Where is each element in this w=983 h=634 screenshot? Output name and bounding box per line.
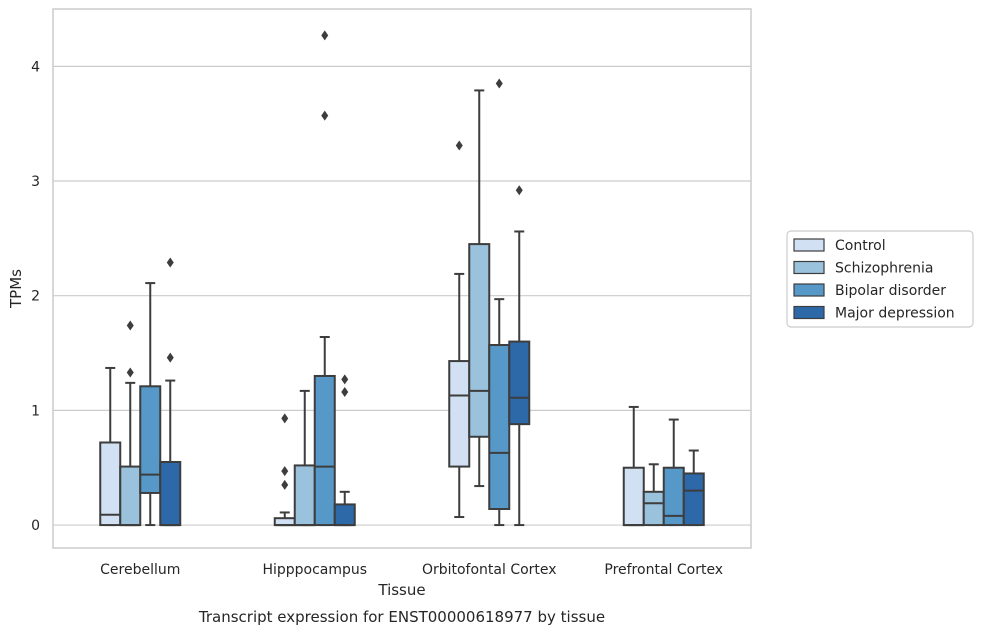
- box-schizophrenia: [642, 463, 665, 527]
- box-control: [622, 405, 645, 527]
- y-tick-labels: 0 1 2 3 4: [31, 59, 40, 534]
- chart-caption: Transcript expression for ENST0000061897…: [198, 608, 605, 626]
- box-body: [508, 340, 531, 426]
- x-tick-label: Cerebellum: [100, 562, 180, 578]
- outlier-point: [166, 257, 174, 268]
- legend-swatch: [793, 283, 825, 297]
- box-body: [488, 344, 511, 511]
- box-control: [99, 366, 122, 527]
- box-bipolar-disorder: [488, 78, 511, 527]
- legend-label: Bipolar disorder: [835, 283, 946, 299]
- outlier-point: [126, 320, 134, 331]
- x-tick-label: Prefrontal Cortex: [604, 562, 723, 578]
- outlier-point: [495, 78, 503, 89]
- legend-label: Control: [835, 238, 886, 254]
- outlier-point: [455, 140, 463, 151]
- outlier-point: [321, 110, 329, 121]
- legend-label: Schizophrenia: [835, 261, 933, 277]
- x-axis-label: Tissue: [377, 581, 425, 599]
- y-axis-label: TPMs: [7, 269, 25, 309]
- legend: Control Schizophrenia Bipolar disorder Majo…: [786, 230, 974, 328]
- box-body: [99, 441, 122, 527]
- box-schizophrenia: [468, 89, 491, 488]
- box-body: [313, 374, 336, 527]
- outlier-point: [281, 413, 289, 424]
- box-body: [273, 517, 296, 527]
- box-control: [448, 140, 471, 519]
- box-bipolar-disorder: [139, 282, 162, 527]
- y-tick-label: 0: [31, 518, 40, 534]
- plot-frame: [52, 8, 752, 549]
- box-body: [622, 466, 645, 527]
- box-body: [682, 472, 705, 527]
- box-bipolar-disorder: [313, 30, 336, 527]
- x-tick-label: Orbitofontal Cortex: [422, 562, 557, 578]
- legend-label: Major depression: [835, 306, 955, 322]
- box-body: [139, 385, 162, 494]
- x-tick-label: Hipppocampus: [262, 562, 367, 578]
- box-bipolar-disorder: [662, 418, 685, 527]
- x-tick-labels: Cerebellum Hipppocampus Orbitofontal Corte…: [100, 562, 723, 578]
- outlier-point: [321, 30, 329, 41]
- box-schizophrenia: [293, 389, 316, 527]
- y-tick-label: 3: [31, 174, 40, 190]
- box-schizophrenia: [119, 320, 142, 527]
- outlier-point: [341, 374, 349, 385]
- legend-swatch: [793, 260, 825, 275]
- y-tick-label: 4: [31, 59, 40, 75]
- box-major-depression: [333, 374, 356, 527]
- outlier-point: [515, 185, 523, 196]
- box-major-depression: [508, 185, 531, 527]
- box-body: [333, 503, 356, 527]
- legend-swatch: [793, 238, 825, 252]
- box-major-depression: [682, 449, 705, 527]
- box-body: [642, 490, 665, 527]
- box-body: [448, 360, 471, 468]
- box-major-depression: [159, 257, 182, 527]
- box-body: [468, 243, 491, 438]
- outlier-point: [341, 387, 349, 398]
- box-control: [273, 413, 296, 527]
- legend-frame: [786, 230, 974, 328]
- outlier-point: [166, 352, 174, 363]
- outlier-point: [281, 466, 289, 477]
- box-body: [159, 460, 182, 527]
- outlier-point: [281, 479, 289, 490]
- y-tick-label: 2: [31, 289, 40, 305]
- outlier-point: [126, 367, 134, 378]
- y-tick-label: 1: [31, 403, 40, 419]
- boxes: [99, 30, 705, 527]
- box-body: [293, 464, 316, 527]
- legend-swatch: [793, 305, 825, 320]
- box-body: [119, 465, 142, 527]
